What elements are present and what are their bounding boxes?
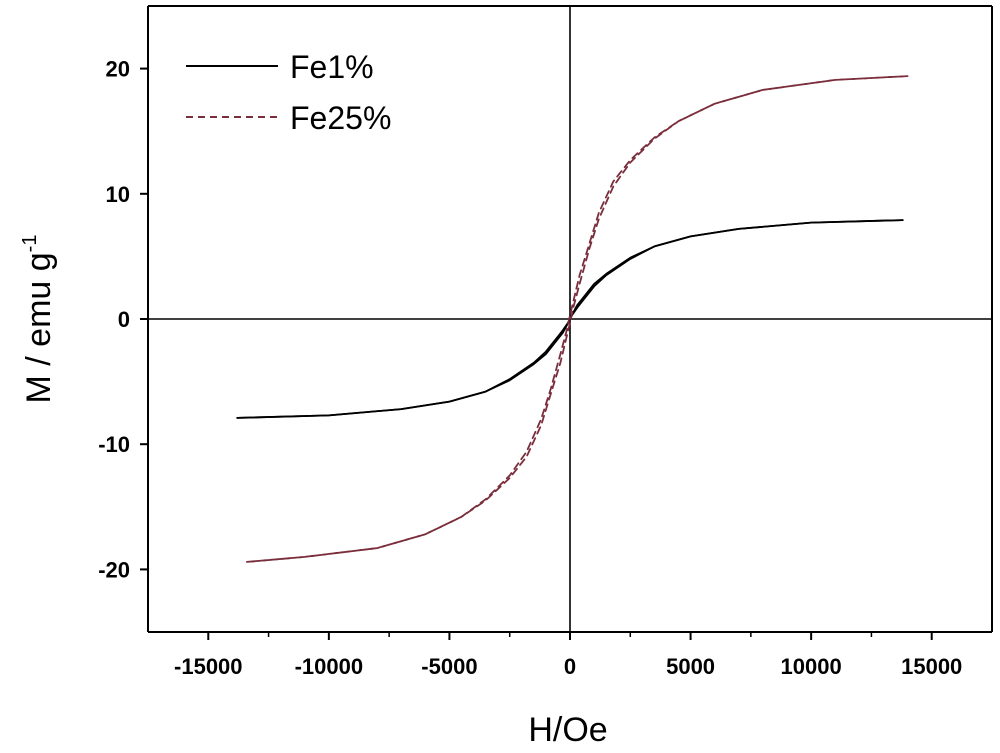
x-axis-title: H/Oe <box>528 711 607 749</box>
x-tick-label: 15000 <box>901 654 962 679</box>
x-tick-label: 5000 <box>666 654 715 679</box>
legend: Fe1% Fe25% <box>186 49 391 136</box>
x-tick-label: 10000 <box>781 654 842 679</box>
x-tick-label: 0 <box>564 654 576 679</box>
x-tick-label: -10000 <box>295 654 364 679</box>
series-line-fe25-ascending <box>246 75 909 563</box>
y-axis-title-wrapper: M / emu g-1 <box>19 235 58 404</box>
y-tick-label: 10 <box>106 182 130 207</box>
axis-ticks: -15000 -10000 -5000 0 5000 10000 15000 -20 -10 0 1… <box>98 57 962 679</box>
y-axis-title-superscript: -1 <box>19 235 41 253</box>
y-tick-label: 0 <box>118 307 130 332</box>
y-tick-label: -20 <box>98 557 130 582</box>
y-axis-title-group: M / emu g-1 <box>19 235 58 404</box>
y-tick-label: -10 <box>98 432 130 457</box>
series-layer <box>236 75 909 563</box>
legend-label-fe1: Fe1% <box>290 49 374 85</box>
legend-label-fe25: Fe25% <box>290 100 391 136</box>
y-tick-label: 20 <box>106 57 130 82</box>
x-tick-label: -5000 <box>421 654 477 679</box>
y-axis-title: M / emu g <box>20 252 58 403</box>
x-tick-label: -15000 <box>174 654 243 679</box>
